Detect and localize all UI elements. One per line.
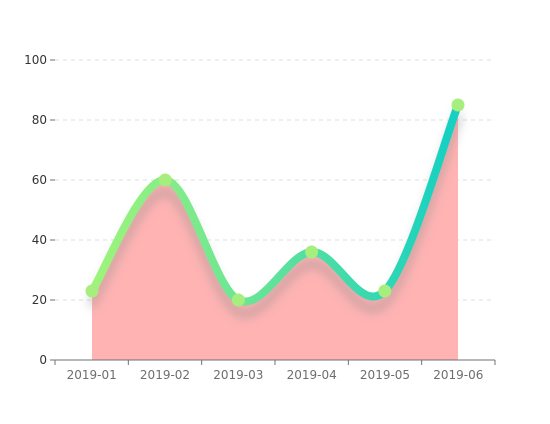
series-line <box>88 101 462 306</box>
area-layer <box>92 105 458 360</box>
line-layer <box>88 101 462 306</box>
data-point <box>158 173 172 187</box>
y-tick-label: 60 <box>32 173 47 187</box>
y-tick-label: 20 <box>32 293 47 307</box>
label-layer: 0 20 40 60 80 100 2019-01 2019-02 2019-03 2019-04… <box>24 53 483 382</box>
data-point <box>305 245 319 259</box>
data-point <box>378 284 392 298</box>
y-tick-label: 100 <box>24 53 47 67</box>
data-point <box>231 293 245 307</box>
x-tick-label: 2019-02 <box>140 368 190 382</box>
x-tick-label: 2019-01 <box>67 368 117 382</box>
x-tick-label: 2019-06 <box>433 368 483 382</box>
x-tick-label: 2019-04 <box>287 368 337 382</box>
y-tick-label: 40 <box>32 233 47 247</box>
axis-layer <box>50 59 496 365</box>
point-layer <box>85 98 465 307</box>
data-point <box>451 98 465 112</box>
area-fill <box>92 105 458 360</box>
data-point <box>85 284 99 298</box>
y-tick-label: 0 <box>39 353 47 367</box>
x-tick-label: 2019-05 <box>360 368 410 382</box>
x-tick-label: 2019-03 <box>213 368 263 382</box>
y-tick-label: 80 <box>32 113 47 127</box>
